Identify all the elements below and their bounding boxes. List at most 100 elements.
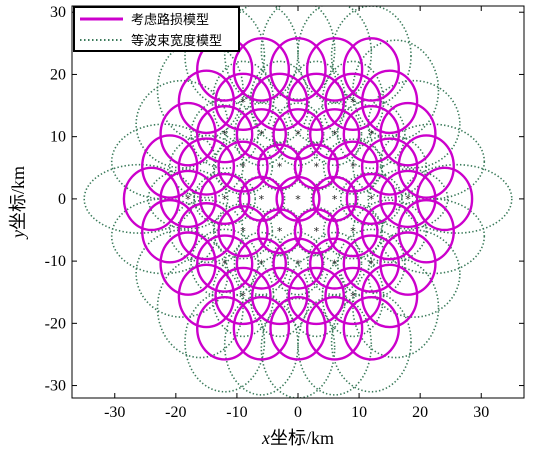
cell-ellipse-0-51 xyxy=(342,37,400,102)
cell-ellipse-0-19 xyxy=(379,169,437,229)
center-marker-17: * xyxy=(350,225,356,238)
cell-ellipse-1-45 xyxy=(367,229,461,318)
cell-ellipse-0-57 xyxy=(305,295,364,361)
center-marker-0: * xyxy=(295,193,301,206)
cell-ellipse-0-44 xyxy=(159,101,217,167)
x-tick-label-6: 30 xyxy=(473,404,489,421)
x-axis-label: x坐标/km xyxy=(261,428,334,448)
cell-ellipse-0-11 xyxy=(309,237,361,290)
cell-ellipse-0-9 xyxy=(309,108,361,161)
cell-ellipse-0-24 xyxy=(177,202,236,261)
cell-ellipse-0-38 xyxy=(122,166,181,232)
cell-ellipse-1-9 xyxy=(306,102,363,167)
legend-box xyxy=(73,6,240,52)
y-tick-label-4: 10 xyxy=(50,129,66,146)
cell-ellipse-1-17 xyxy=(322,203,384,260)
cell-ellipse-1-11 xyxy=(306,231,363,296)
cell-ellipse-0-4 xyxy=(257,143,303,190)
center-marker-20: * xyxy=(185,193,191,206)
cell-ellipse-0-28 xyxy=(196,234,254,293)
cell-ellipse-0-47 xyxy=(360,69,419,135)
cell-ellipse-0-60 xyxy=(269,295,327,361)
center-marker-27: * xyxy=(350,290,356,303)
cell-ellipse-0-42 xyxy=(141,198,199,264)
center-marker-5: * xyxy=(314,225,320,238)
cell-ellipse-0-53 xyxy=(342,295,400,361)
cell-ellipse-1-28 xyxy=(190,228,260,299)
center-marker-19: * xyxy=(405,193,411,206)
y-axis-label: y坐标/km xyxy=(8,166,28,240)
cell-ellipse-0-50 xyxy=(177,263,236,329)
cell-ellipse-0-14 xyxy=(272,237,324,290)
cell-ellipse-0-8 xyxy=(199,172,251,225)
x-tick-label-2: -10 xyxy=(226,404,247,421)
y-axis: -30 -20 -10 0 10 20 30 xyxy=(45,4,524,395)
cell-ellipse-1-56 xyxy=(223,6,299,104)
cell-ellipse-1-16 xyxy=(212,138,274,195)
cell-ellipse-1-29 xyxy=(321,60,385,144)
cell-ellipse-1-35 xyxy=(286,254,347,338)
cell-ellipse-0-13 xyxy=(272,108,324,161)
y-tick-label-0: -30 xyxy=(45,378,66,395)
cell-ellipse-1-34 xyxy=(249,60,310,144)
y-tick-label-6: 30 xyxy=(50,4,66,21)
cell-ellipse-1-43 xyxy=(367,79,461,169)
center-marker-8: * xyxy=(222,193,228,206)
cell-ellipse-1-52 xyxy=(184,6,266,107)
x-tick-label-1: -20 xyxy=(165,404,186,421)
cell-ellipse-1-49 xyxy=(352,257,440,359)
center-markers: * * * * * * * * * * * * * * * * * * * * * * * * * * * * * xyxy=(185,96,411,303)
cell-ellipse-0-6 xyxy=(257,208,303,255)
cell-ellipse-0-56 xyxy=(232,37,291,102)
cell-ellipse-0-15 xyxy=(327,140,379,193)
cell-ellipse-1-22 xyxy=(168,134,244,199)
cell-ellipse-0-12 xyxy=(235,237,287,290)
cell-ellipse-1-10 xyxy=(233,102,290,167)
cell-ellipse-1-37 xyxy=(401,163,513,234)
cell-ellipse-0-29 xyxy=(324,72,382,132)
cell-ellipse-1-36 xyxy=(249,254,310,338)
cell-ellipse-0-23 xyxy=(360,202,419,261)
cell-ellipse-0-40 xyxy=(141,134,199,199)
cell-ellipse-0-25 xyxy=(342,104,400,164)
cell-ellipse-1-30 xyxy=(211,60,275,144)
cell-ellipse-0-33 xyxy=(287,72,346,132)
y-tick-label-2: -10 xyxy=(45,253,66,270)
center-marker-11: * xyxy=(332,258,338,271)
cell-ellipse-0-3 xyxy=(293,143,339,190)
cell-ellipse-0-20 xyxy=(159,169,217,229)
cell-ellipse-0-30 xyxy=(214,72,272,132)
center-marker-3: * xyxy=(314,161,320,174)
center-marker-22: * xyxy=(222,128,228,141)
center-marker-15: * xyxy=(350,161,356,174)
cell-ellipse-0-48 xyxy=(177,69,236,135)
x-tick-label-0: -30 xyxy=(104,404,125,421)
x-tick-label-3: 0 xyxy=(294,404,302,421)
legend-label-equal-beamwidth: 等波束宽度模型 xyxy=(131,33,222,49)
center-marker-9: * xyxy=(332,128,338,141)
cell-ellipse-0-46 xyxy=(159,231,217,296)
cell-ellipse-1-58 xyxy=(223,294,299,396)
cell-ellipse-1-59 xyxy=(260,6,336,101)
center-marker-7: * xyxy=(369,193,375,206)
cell-ellipse-1-54 xyxy=(184,291,266,393)
center-marker-1: * xyxy=(332,193,338,206)
center-marker-12: * xyxy=(259,258,265,271)
cell-ellipse-0-41 xyxy=(397,198,455,264)
center-marker-21: * xyxy=(369,128,375,141)
center-marker-16: * xyxy=(240,161,246,174)
cell-ellipse-0-43 xyxy=(379,101,437,167)
center-marker-28: * xyxy=(240,290,246,303)
y-tick-label-5: 20 xyxy=(50,66,66,83)
x-axis: -30 -20 -10 0 10 20 30 xyxy=(104,6,489,421)
cell-ellipse-1-50 xyxy=(156,257,244,359)
cell-ellipse-1-18 xyxy=(212,203,274,260)
cell-ellipse-1-24 xyxy=(168,199,244,264)
cell-ellipse-0-5 xyxy=(293,208,339,255)
center-marker-23: * xyxy=(369,258,375,271)
y-tick-label-1: -20 xyxy=(45,315,66,332)
center-marker-26: * xyxy=(240,96,246,109)
cell-ellipse-1-33 xyxy=(286,60,347,144)
cell-ellipse-1-13 xyxy=(271,102,325,167)
